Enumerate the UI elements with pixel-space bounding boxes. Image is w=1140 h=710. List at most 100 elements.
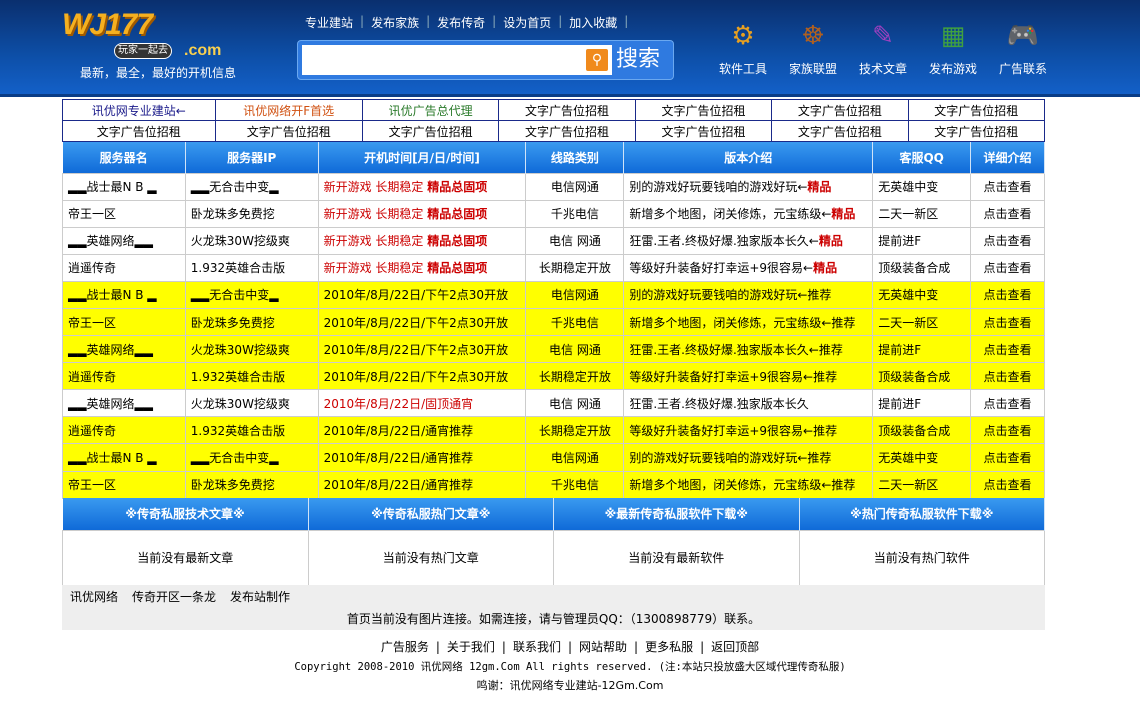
- server-name[interactable]: 逍遥传奇: [62, 253, 186, 282]
- table-row[interactable]: 逍遥传奇 1.932英雄合击版 2010年/8月/22日/下午2点30开放 长期稳定开…: [62, 362, 1045, 391]
- search-icon[interactable]: ⚲: [586, 49, 608, 71]
- ad-link[interactable]: 讯优网络开F首选: [214, 99, 363, 121]
- server-name[interactable]: ▂▂英雄网络▂▂: [62, 226, 186, 255]
- table-row[interactable]: ▂▂战士最N B ▂ ▂▂无合击中变▂ 新开游戏 长期稳定 精品总固项 电信网通 别的游…: [62, 172, 1045, 201]
- footer-separator: |: [634, 640, 639, 654]
- detail-link[interactable]: 点击查看: [970, 470, 1045, 499]
- table-row[interactable]: ▂▂战士最N B ▂ ▂▂无合击中变▂ 2010年/8月/22日/通宵推荐 电信网通别…: [62, 443, 1045, 472]
- server-name[interactable]: 逍遥传奇: [62, 416, 186, 445]
- version-text: 等级好升装备好打幸运+9很容易←: [629, 261, 814, 276]
- version-text: 等级好升装备好打幸运+9很容易←推荐: [629, 369, 838, 384]
- server-name[interactable]: 帝王一区: [62, 470, 186, 499]
- footer-link[interactable]: 联系我们: [512, 640, 561, 654]
- ad-link[interactable]: 文字广告位招租: [907, 120, 1046, 142]
- server-name[interactable]: ▂▂战士最N B ▂: [62, 172, 186, 201]
- server-ip: 1.932英雄合击版: [184, 253, 319, 282]
- service-qq: 顶级装备合成: [872, 253, 972, 282]
- service-qq: 顶级装备合成: [872, 362, 972, 391]
- ad-link[interactable]: 文字广告位招租: [361, 120, 500, 142]
- table-row[interactable]: 帝王一区 卧龙珠多免费挖 2010年/8月/22日/下午2点30开放 千兆电信 新增多个…: [62, 307, 1045, 337]
- table-row[interactable]: 帝王一区 卧龙珠多免费挖 新开游戏 长期稳定 精品总固项 千兆电信 新增多个地图，闭关修…: [62, 199, 1045, 228]
- footer-link[interactable]: 更多私服: [645, 640, 694, 654]
- ad-link[interactable]: 文字广告位招租: [498, 99, 636, 121]
- version-intro: 等级好升装备好打幸运+9很容易←推荐: [623, 416, 874, 445]
- footer-link[interactable]: 网站帮助: [579, 640, 628, 654]
- detail-link[interactable]: 点击查看: [970, 253, 1045, 282]
- friend-link[interactable]: 讯优网络: [70, 590, 119, 604]
- nav-link[interactable]: 加入收藏: [569, 16, 618, 30]
- detail-link[interactable]: 点击查看: [970, 443, 1045, 472]
- detail-link[interactable]: 点击查看: [970, 335, 1045, 364]
- line-type: 千兆电信: [525, 470, 625, 499]
- logo-com: .com: [184, 42, 222, 59]
- footer-link[interactable]: 广告服务: [380, 640, 429, 654]
- version-intro: 等级好升装备好打幸运+9很容易←推荐: [623, 362, 874, 391]
- server-name[interactable]: 逍遥传奇: [62, 362, 186, 391]
- table-row[interactable]: ▂▂战士最N B ▂ ▂▂无合击中变▂ 2010年/8月/22日/下午2点30开放 电…: [62, 280, 1045, 309]
- table-row[interactable]: 逍遥传奇 1.932英雄合击版 新开游戏 长期稳定 精品总固项 长期稳定开放 等级好升装…: [62, 253, 1045, 282]
- ad-link[interactable]: 文字广告位招租: [634, 120, 773, 142]
- ad-link[interactable]: 文字广告位招租: [771, 99, 909, 121]
- server-name[interactable]: 帝王一区: [62, 199, 186, 228]
- detail-link[interactable]: 点击查看: [970, 307, 1045, 337]
- quick-link[interactable]: 🎮 广告联系: [988, 18, 1058, 77]
- ad-link[interactable]: 文字广告位招租: [498, 120, 636, 142]
- line-type: 长期稳定开放: [525, 416, 625, 445]
- detail-link[interactable]: 点击查看: [970, 199, 1045, 228]
- detail-link[interactable]: 点击查看: [970, 389, 1045, 418]
- line-type: 电信网通: [525, 280, 625, 309]
- detail-link[interactable]: 点击查看: [970, 280, 1045, 309]
- nav-link[interactable]: 发布传奇: [437, 16, 486, 30]
- detail-link[interactable]: 点击查看: [970, 416, 1045, 445]
- open-time-text: 新开游戏 长期稳定: [323, 234, 428, 249]
- footer-link[interactable]: 返回顶部: [711, 640, 760, 654]
- quick-link[interactable]: ✎ 技术文章: [848, 18, 918, 77]
- line-type: 电信 网通: [525, 335, 625, 364]
- nav-link[interactable]: 发布家族: [371, 16, 420, 30]
- friend-link[interactable]: 发布站制作: [230, 590, 291, 604]
- site-logo[interactable]: WJ177 玩家一起去 .com 最新，最全，最好的开机信息: [62, 10, 252, 84]
- table-row[interactable]: 逍遥传奇 1.932英雄合击版 2010年/8月/22日/通宵推荐 长期稳定开放 等级好…: [62, 416, 1045, 445]
- version-text: 狂雷.王者.终极好爆.独家版本长久←: [629, 234, 819, 249]
- detail-link[interactable]: 点击查看: [970, 226, 1045, 255]
- server-name[interactable]: ▂▂战士最N B ▂: [62, 443, 186, 472]
- quick-link[interactable]: ▦ 发布游戏: [918, 18, 988, 77]
- table-row[interactable]: 帝王一区 卧龙珠多免费挖 2010年/8月/22日/通宵推荐 千兆电信 新增多个地图，闭…: [62, 470, 1045, 499]
- server-name[interactable]: ▂▂战士最N B ▂: [62, 280, 186, 309]
- service-qq: 二天一新区: [872, 307, 972, 337]
- table-row[interactable]: ▂▂英雄网络▂▂ 火龙珠30W挖级爽 2010年/8月/22日/下午2点30开放 电信…: [62, 335, 1045, 364]
- ad-link[interactable]: 文字广告位招租: [634, 99, 773, 121]
- line-type: 千兆电信: [525, 307, 625, 337]
- friend-link[interactable]: 传奇开区一条龙: [132, 590, 217, 604]
- detail-link[interactable]: 点击查看: [970, 362, 1045, 391]
- ad-link[interactable]: 文字广告位招租: [771, 120, 909, 142]
- open-time-tag: 精品总固项: [427, 234, 488, 249]
- server-name[interactable]: ▂▂英雄网络▂▂: [62, 389, 186, 418]
- open-time: 新开游戏 长期稳定 精品总固项: [317, 172, 527, 201]
- ad-link[interactable]: 讯优广告总代理: [361, 99, 500, 121]
- server-name[interactable]: 帝王一区: [62, 307, 186, 337]
- quick-link[interactable]: ⚙ 软件工具: [708, 18, 778, 77]
- ad-link[interactable]: 文字广告位招租: [214, 120, 363, 142]
- service-qq: 二天一新区: [872, 199, 972, 228]
- open-time-text: 2010年/8月/22日/下午2点30开放: [323, 288, 509, 303]
- quick-link[interactable]: ☸ 家族联盟: [778, 18, 848, 77]
- search-input[interactable]: [302, 45, 612, 75]
- table-row[interactable]: ▂▂英雄网络▂▂ 火龙珠30W挖级爽 新开游戏 长期稳定 精品总固项 电信 网通 狂雷.…: [62, 226, 1045, 255]
- nav-link[interactable]: 设为首页: [503, 16, 552, 30]
- table-row[interactable]: ▂▂英雄网络▂▂ 火龙珠30W挖级爽 2010年/8月/22日/固顶通宵 电信 网通狂…: [62, 389, 1045, 418]
- server-name[interactable]: ▂▂英雄网络▂▂: [62, 335, 186, 364]
- footer-separator: |: [501, 640, 506, 654]
- search-button[interactable]: 搜索: [616, 47, 661, 72]
- detail-link[interactable]: 点击查看: [970, 172, 1045, 201]
- ad-link[interactable]: 文字广告位招租: [62, 120, 216, 142]
- ad-link[interactable]: 讯优网专业建站←: [62, 99, 216, 121]
- ad-link[interactable]: 文字广告位招租: [907, 99, 1046, 121]
- column-header: 服务器名: [62, 142, 186, 173]
- server-ip: ▂▂无合击中变▂: [184, 280, 319, 309]
- article-sections: ※传奇私服技术文章※ ※传奇私服热门文章※ ※最新传奇私服软件下载※ ※热门传奇私服软…: [62, 498, 1045, 586]
- open-time: 新开游戏 长期稳定 精品总固项: [317, 199, 527, 228]
- footer-link[interactable]: 关于我们: [446, 640, 495, 654]
- nav-link[interactable]: 专业建站: [305, 16, 354, 30]
- logo-text: WJ177: [62, 8, 153, 41]
